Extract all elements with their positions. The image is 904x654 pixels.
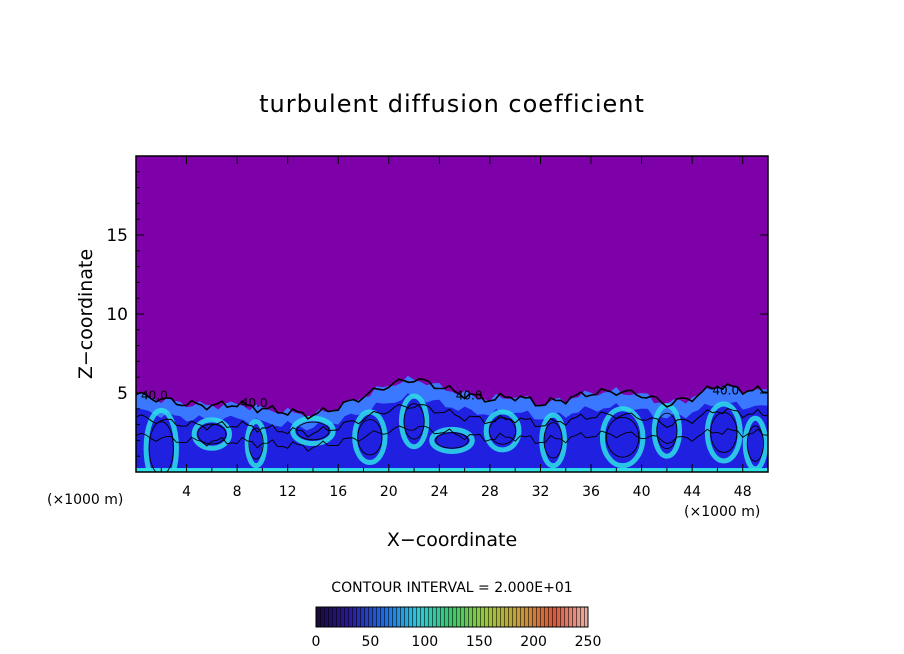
contour-label: 40.0: [456, 388, 483, 402]
contour-interval-text: CONTOUR INTERVAL = 2.000E+01: [331, 580, 572, 596]
contour-loop: [197, 423, 227, 445]
contour-line: [136, 403, 768, 438]
contour-loop: [488, 417, 517, 445]
x-unit-label-left: (×1000 m): [47, 492, 123, 508]
contour-loop: [296, 421, 330, 441]
eddy-swirl: [539, 412, 567, 469]
contour-loop: [357, 419, 383, 456]
eddy-swirl: [352, 409, 388, 466]
x-axis-label: X−coordinate: [387, 529, 517, 551]
x-tick-label: 4: [182, 484, 191, 500]
eddy-swirl: [143, 407, 179, 472]
contour-loop: [435, 432, 469, 449]
x-axis-ticks: 4 8 12 16 20 24 28 32 36 40 44 48: [160, 156, 752, 500]
eddy-swirl: [398, 393, 430, 450]
colorbar-tick-label: 150: [466, 634, 493, 650]
plot-area: 40.0 40.0 40.0 40.0: [135, 155, 769, 473]
colorbar-tick-label: 0: [312, 634, 321, 650]
x-unit-label-right: (×1000 m): [684, 504, 760, 520]
y-axis-ticks: 5 10 15: [106, 171, 768, 457]
contour-line: [136, 425, 768, 452]
x-tick-label: 36: [582, 484, 600, 500]
contour-label: 40.0: [241, 396, 268, 410]
x-tick-label: 16: [329, 484, 347, 500]
colorbar: 0 50 100 150 200 250: [312, 606, 602, 650]
x-tick-label: 24: [430, 484, 448, 500]
x-tick-label: 8: [233, 484, 242, 500]
x-tick-label: 20: [380, 484, 398, 500]
x-tick-label: 32: [532, 484, 550, 500]
eddy-swirl: [599, 406, 646, 469]
y-tick-label: 5: [117, 384, 128, 404]
chart-title: turbulent diffusion coefficient: [259, 90, 645, 118]
eddy-swirl: [429, 426, 475, 454]
eddy-swirl: [483, 409, 522, 453]
y-tick-label: 15: [106, 226, 128, 246]
eddy-swirl: [290, 415, 336, 447]
x-tick-label: 12: [279, 484, 297, 500]
x-tick-label: 48: [734, 484, 752, 500]
colorbar-tick-label: 50: [361, 634, 379, 650]
colorbar-tick-label: 200: [520, 634, 547, 650]
x-tick-label: 40: [633, 484, 651, 500]
colorbar-bands: [316, 607, 588, 627]
contour-loop: [248, 427, 264, 460]
contour-loop: [148, 421, 174, 472]
contour-lines: [136, 378, 768, 472]
contour-loop: [403, 403, 425, 440]
colorbar-frame: [315, 606, 589, 628]
contour-line: [136, 378, 768, 420]
contour-loop: [543, 422, 563, 459]
surface-layer: [136, 468, 768, 472]
eddy-swirl: [651, 403, 683, 459]
colorbar-tick-label: 250: [575, 634, 602, 650]
colorbar-ticks: 0 50 100 150 200 250: [312, 634, 602, 650]
colorbar-tick-label: 100: [411, 634, 438, 650]
y-axis-label: Z−coordinate: [75, 249, 97, 379]
contour-label: 40.0: [141, 388, 168, 402]
y-tick-label: 10: [106, 305, 128, 325]
x-tick-label: 44: [683, 484, 701, 500]
contour-labels: 40.0 40.0 40.0 40.0: [141, 384, 739, 411]
contour-label: 40.0: [712, 384, 739, 398]
contour-loop: [746, 425, 764, 462]
x-tick-label: 28: [481, 484, 499, 500]
eddy-swirl: [704, 401, 743, 464]
eddy-swirl: [191, 417, 233, 451]
contour-loop: [656, 412, 678, 450]
contour-loop: [710, 412, 738, 453]
contour-loop: [606, 416, 640, 458]
